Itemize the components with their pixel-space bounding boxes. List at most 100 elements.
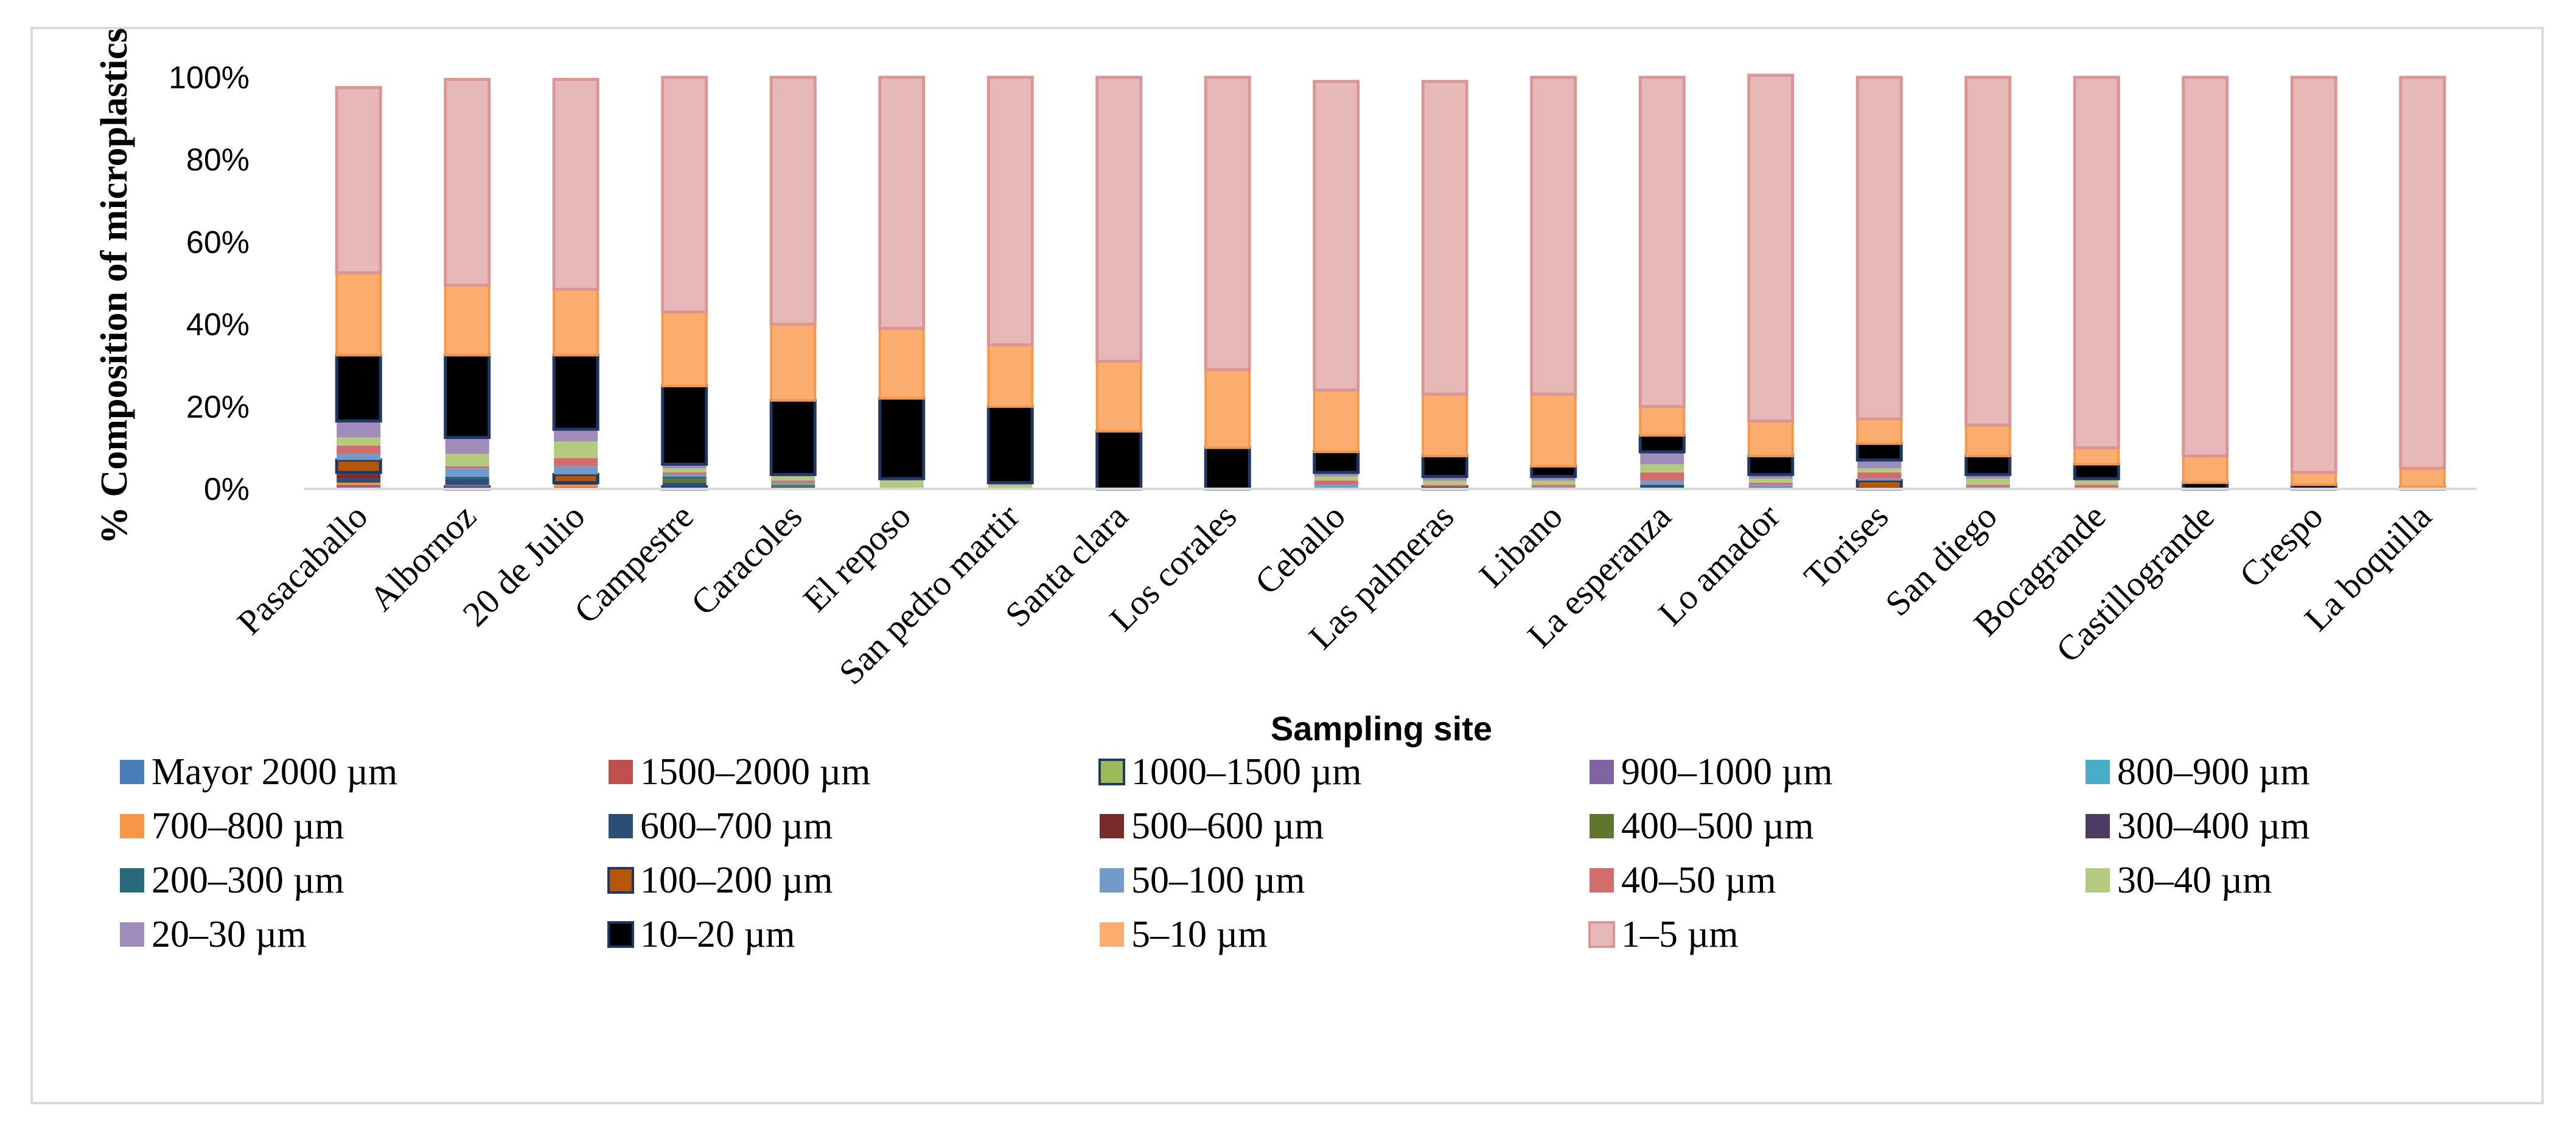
x-tick-label: Ceballo [1247,496,1353,602]
legend-swatch [2086,814,2110,838]
legend-item: 1–5 µm [1588,914,1738,955]
y-tick-label: 40% [186,307,250,343]
legend-label: 5–10 µm [1131,914,1267,955]
bar-segment [1748,485,1793,487]
legend-swatch [1588,921,1615,948]
bar-stack [661,75,708,491]
x-tick-label: Torises [1796,496,1896,596]
bar-stack [335,86,382,489]
bar-segment [986,405,1034,485]
bar-stack [1204,75,1251,491]
bar-segment [878,327,925,400]
legend-swatch [609,814,633,838]
bar-segment [1423,476,1467,481]
bar-segment [1314,472,1358,477]
bar-segment [445,437,489,454]
bar-segment [1640,485,1684,489]
legend-label: 800–900 µm [2117,751,2309,793]
legend-swatch [120,922,144,947]
legend-item: 600–700 µm [609,805,832,847]
legend-swatch [1590,760,1614,784]
bar-segment [2399,75,2446,470]
x-tick-label: Crespo [2232,496,2330,595]
legend-item: 900–1000 µm [1590,751,1832,793]
bars [335,74,2446,491]
bar-segment [1095,75,1143,363]
y-axis-title: % Composition of microplastics [94,28,135,544]
x-tick-label: Libano [1471,496,1570,595]
bar-segment [879,480,924,489]
legend-item: 30–40 µm [2086,860,2272,901]
bar-segment [1313,450,1360,474]
bar-segment [1204,368,1251,449]
bar-segment [1421,454,1468,479]
y-tick-label: 80% [186,142,250,178]
bar-stack [1530,75,1577,489]
bar-segment [1530,465,1577,479]
bar-segment [1747,74,1795,423]
bar-segment [769,399,817,476]
bar-segment [1748,482,1793,485]
bar-segment [445,466,489,469]
bar-segment [2073,75,2120,449]
legend-swatch [2086,760,2110,784]
legend-item: 300–400 µm [2086,805,2309,847]
y-tick-label: 0% [204,472,250,507]
bar-segment [987,343,1034,408]
bar-segment [1640,452,1684,465]
bar-segment [1638,433,1686,454]
legend-item: 400–500 µm [1590,805,1813,847]
bar-segment [1639,405,1686,437]
bar-segment [662,472,707,475]
y-tick-label: 20% [186,390,250,425]
legend-item: 500–600 µm [1100,805,1324,847]
legend-item: 800–900 µm [2086,751,2309,793]
legend-swatch [2086,868,2110,893]
y-axis: 0% 20% 40% 60% 80% 100% [169,60,250,507]
bar-segment [1640,472,1684,481]
bar-segment [662,476,707,479]
bar-segment [2073,462,2120,480]
bar-segment [1531,485,1576,487]
bar-segment [1314,485,1358,487]
bar-segment [2075,485,2119,489]
bar-segment [986,75,1034,346]
legend-label: 1000–1500 µm [1131,751,1361,793]
legend-label: 1500–2000 µm [640,751,870,793]
bar-segment [771,476,815,481]
bar-segment [878,75,926,330]
legend-item: 20–30 µm [120,914,306,955]
bar-segment [1747,454,1795,476]
bar-segment [1748,474,1793,479]
bar-stack [1421,80,1468,491]
bar-segment [988,485,1033,489]
legend-swatch [1100,814,1124,838]
bar-segment [1530,75,1577,396]
bar-segment [445,479,489,485]
bar-segment [553,288,599,357]
bar-segment [1640,464,1684,472]
bar-stack [2073,75,2120,489]
y-tick-label: 100% [169,60,250,96]
bar-segment [337,421,381,438]
bar-segment [445,476,489,479]
legend-swatch [607,867,634,894]
bar-segment [337,446,381,454]
bar-stack [552,77,599,489]
bar-segment [771,482,815,485]
x-tick-label: Campestre [567,496,701,631]
legend-swatch [1100,922,1124,947]
bar-segment [662,482,707,487]
bar-segment [662,468,707,472]
legend-item: 1000–1500 µm [1098,751,1361,793]
bar-stack [444,77,491,491]
legend-label: 1–5 µm [1621,914,1738,955]
bar-segment [2290,75,2337,474]
legend-label: 300–400 µm [2117,805,2309,847]
legend-swatch [1100,868,1124,893]
bar-segment [444,284,490,357]
bar-segment [878,396,926,480]
bar-segment [1966,474,2010,479]
bar-segment [337,479,381,483]
bar-segment [2291,471,2337,486]
